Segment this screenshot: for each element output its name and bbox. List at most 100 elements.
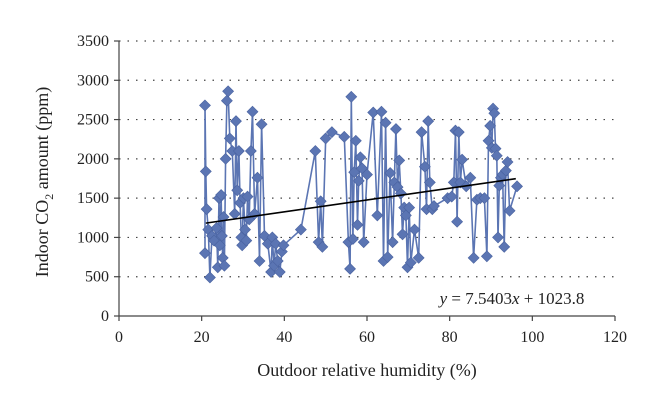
data-point — [464, 171, 477, 184]
data-point — [232, 145, 245, 157]
data-point — [386, 236, 399, 249]
y-tick-label: 3000 — [77, 72, 109, 89]
data-point — [384, 167, 397, 179]
data-point — [396, 228, 409, 241]
data-point — [404, 256, 417, 269]
data-point — [493, 179, 506, 192]
x-tick-labels: 0 20 40 60 80 100 120 — [115, 329, 627, 346]
x-tick-label: 100 — [520, 329, 544, 346]
x-tick-label: 80 — [442, 329, 458, 346]
data-point — [255, 118, 268, 131]
data-point — [361, 168, 373, 181]
data-point — [390, 123, 402, 135]
y-tick-label: 1500 — [77, 190, 109, 207]
y-tick-label: 500 — [85, 269, 109, 286]
data-point — [415, 126, 428, 139]
data-point — [452, 126, 465, 139]
data-point — [418, 160, 431, 173]
data-point — [428, 200, 440, 212]
gridlines — [119, 40, 615, 278]
data-point — [511, 180, 523, 193]
data-point — [215, 189, 228, 201]
data-point — [478, 192, 491, 205]
data-point — [393, 154, 406, 167]
data-point — [488, 107, 501, 120]
data-point — [375, 105, 388, 118]
axes — [114, 40, 616, 321]
data-point — [480, 250, 493, 263]
data-point — [352, 174, 365, 187]
data-point — [241, 190, 254, 203]
data-point — [246, 105, 259, 118]
data-point — [215, 229, 228, 242]
data-point — [222, 85, 235, 98]
data-point — [490, 149, 503, 162]
data-point — [325, 126, 338, 139]
data-point — [240, 234, 253, 247]
data-point — [344, 262, 356, 275]
data-point — [199, 165, 212, 178]
y-tick-label: 1000 — [77, 229, 109, 246]
data-point — [408, 223, 421, 236]
data-point — [338, 130, 351, 143]
data-point — [218, 259, 231, 272]
data-point — [273, 266, 286, 278]
data-point — [357, 236, 370, 249]
data-point — [348, 166, 361, 179]
data-point — [345, 90, 358, 103]
data-point — [319, 132, 332, 145]
data-point — [456, 153, 468, 166]
data-point — [371, 209, 384, 222]
data-point — [379, 116, 392, 129]
data-point — [204, 271, 216, 284]
data-point — [199, 247, 211, 260]
data-point — [253, 255, 266, 267]
data-point — [412, 251, 425, 264]
data-series — [199, 85, 523, 284]
y-tick-labels: 0 500 1000 1500 2000 2500 3000 3500 — [77, 33, 109, 325]
data-point — [467, 251, 480, 264]
y-tick-label: 2500 — [77, 112, 109, 129]
data-point — [503, 204, 516, 217]
data-point — [271, 255, 284, 267]
data-point — [351, 218, 364, 231]
y-tick-label: 2000 — [77, 151, 109, 168]
data-point — [269, 237, 282, 250]
data-point — [484, 119, 497, 132]
data-point — [349, 134, 362, 147]
data-point — [213, 239, 226, 252]
y-axis-label-part2: amount (ppm) — [32, 87, 53, 194]
y-tick-label: 3500 — [77, 33, 109, 50]
trendline — [205, 177, 516, 224]
x-tick-label: 60 — [359, 329, 375, 346]
x-tick-label: 40 — [276, 329, 292, 346]
data-point — [354, 151, 367, 164]
data-point — [251, 171, 264, 184]
data-point — [244, 145, 257, 157]
data-point — [501, 156, 514, 168]
trendline-equation: y = 7.5403x + 1023.8 — [438, 289, 585, 308]
data-point — [223, 132, 236, 145]
data-point — [423, 176, 436, 189]
data-point — [422, 115, 435, 128]
data-point — [316, 240, 329, 253]
data-point — [381, 251, 394, 263]
data-point — [200, 203, 213, 216]
data-point — [230, 115, 242, 128]
data-point — [199, 99, 211, 112]
data-point — [492, 231, 504, 244]
data-point — [451, 215, 464, 228]
y-axis-label-part1: Indoor CO — [32, 200, 52, 278]
data-point — [403, 201, 416, 214]
data-point — [220, 94, 233, 107]
data-point — [309, 145, 322, 157]
data-point — [445, 190, 458, 203]
data-point — [499, 164, 512, 177]
x-axis-label: Outdoor relative humidity (%) — [257, 360, 476, 381]
x-tick-label: 120 — [603, 329, 627, 346]
data-point — [347, 233, 359, 245]
x-tick-label: 20 — [194, 329, 210, 346]
data-point — [277, 239, 290, 252]
data-point — [294, 223, 307, 236]
data-point — [498, 240, 511, 253]
